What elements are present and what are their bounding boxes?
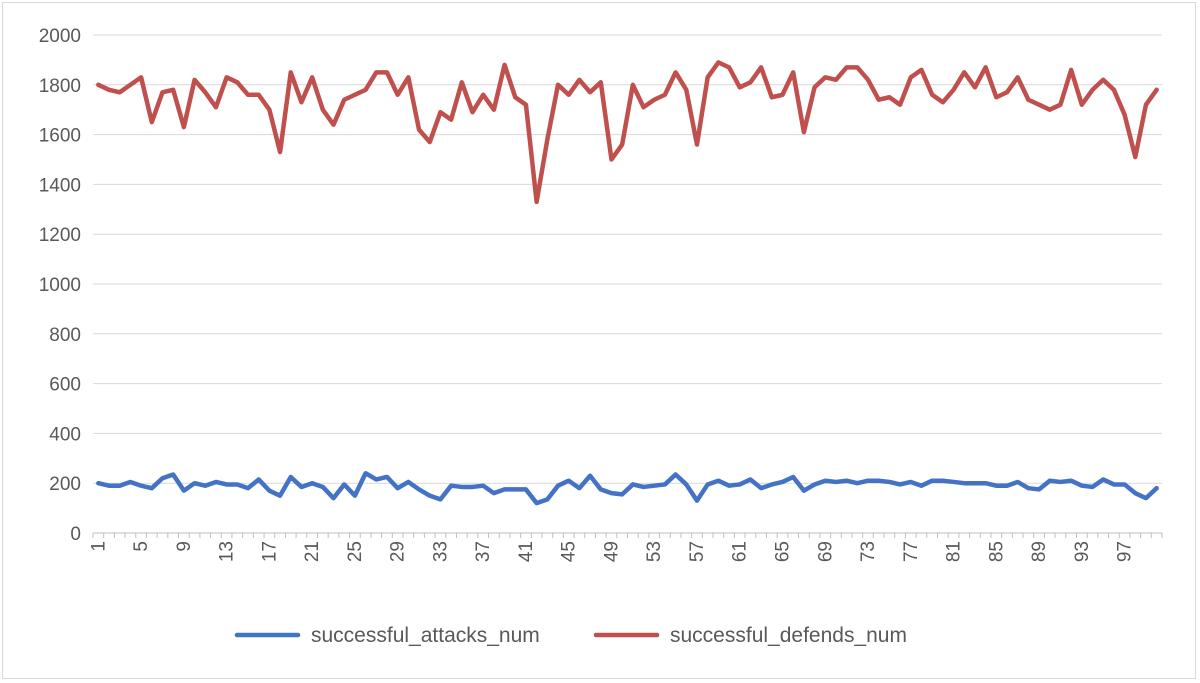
legend: successful_attacks_num successful_defends… (234, 624, 907, 647)
x-tick-label: 1 (88, 541, 109, 552)
y-tick-label: 1800 (39, 76, 81, 97)
x-tick-label: 93 (1072, 541, 1093, 562)
x-tick-label: 89 (1029, 541, 1050, 562)
y-tick-label: 1400 (39, 175, 81, 196)
y-tick-label: 1000 (39, 275, 81, 296)
y-tick-label: 2000 (39, 26, 81, 47)
y-tick-label: 1200 (39, 225, 81, 246)
x-tick-label: 57 (687, 541, 708, 562)
x-tick-label: 81 (944, 541, 965, 562)
x-tick-label: 49 (601, 541, 622, 562)
legend-label: successful_defends_num (670, 624, 907, 647)
x-tick-label: 65 (773, 541, 794, 562)
x-tick-label: 97 (1115, 541, 1136, 562)
series-line-successful-defends-num (96, 60, 1159, 205)
x-tick-label: 45 (559, 541, 580, 562)
series-lines (96, 60, 1159, 506)
x-tick-label: 61 (730, 541, 751, 562)
x-tick-label: 17 (259, 541, 280, 562)
x-tick-label: 33 (430, 541, 451, 562)
x-tick-label: 29 (388, 541, 409, 562)
x-tick-label: 53 (644, 541, 665, 562)
x-tick-label: 85 (986, 541, 1007, 562)
x-tick-label: 41 (516, 541, 537, 562)
x-tick-label: 9 (174, 541, 195, 552)
legend-label: successful_attacks_num (311, 624, 540, 647)
x-tick-label: 13 (217, 541, 238, 562)
x-tick-label: 73 (858, 541, 879, 562)
y-tick-label: 400 (49, 424, 81, 445)
x-tick-label: 77 (901, 541, 922, 562)
y-tick-label: 0 (70, 524, 81, 545)
y-tick-label: 1600 (39, 126, 81, 147)
x-tick-label: 25 (345, 541, 366, 562)
x-axis-tick-labels: 1 5 9 13 17 21 25 29 33 37 41 45 49 53 57 61 65 69 73 77 81 8… (88, 541, 1135, 562)
x-tick-label: 69 (815, 541, 836, 562)
x-tick-label: 21 (302, 541, 323, 562)
y-axis-tick-labels: 0 200 400 600 800 1000 1200 1400 1600 1800 2000 (39, 26, 81, 545)
y-tick-label: 200 (49, 474, 81, 495)
x-tick-label: 37 (473, 541, 494, 562)
series-line-successful-attacks-num (96, 470, 1159, 506)
x-tick-label: 5 (131, 541, 152, 552)
y-tick-label: 800 (49, 325, 81, 346)
x-axis (92, 532, 1163, 538)
y-tick-label: 600 (49, 375, 81, 396)
